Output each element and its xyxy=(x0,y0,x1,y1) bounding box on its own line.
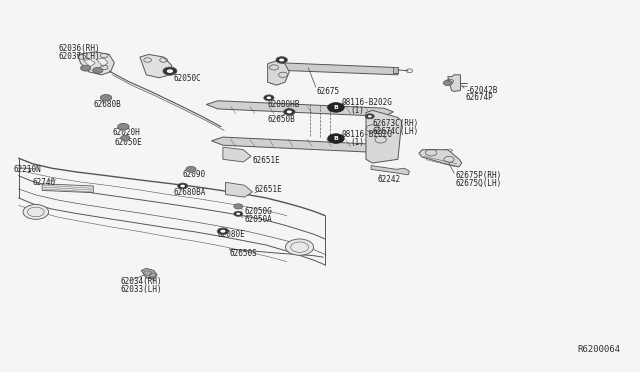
Circle shape xyxy=(234,204,243,209)
Text: 62673C(RH): 62673C(RH) xyxy=(372,119,419,128)
Circle shape xyxy=(180,185,185,187)
Text: 62210N: 62210N xyxy=(13,165,41,174)
Circle shape xyxy=(279,58,284,61)
Text: 62675P(RH): 62675P(RH) xyxy=(456,171,502,180)
Text: 62080E: 62080E xyxy=(218,230,246,240)
Circle shape xyxy=(217,228,228,235)
Text: 62675Q(LH): 62675Q(LH) xyxy=(456,179,502,187)
Polygon shape xyxy=(282,63,398,75)
Circle shape xyxy=(368,115,372,118)
Polygon shape xyxy=(84,59,95,67)
Text: 62050G: 62050G xyxy=(244,207,273,216)
Text: R6200064: R6200064 xyxy=(577,344,620,353)
Polygon shape xyxy=(140,54,172,78)
Polygon shape xyxy=(268,61,289,85)
Circle shape xyxy=(328,134,344,143)
Circle shape xyxy=(276,57,287,63)
Circle shape xyxy=(121,135,130,140)
Polygon shape xyxy=(419,150,462,167)
Text: 62034(RH): 62034(RH) xyxy=(121,277,163,286)
Circle shape xyxy=(444,80,452,86)
Text: 62740: 62740 xyxy=(33,178,56,187)
Text: 62050A: 62050A xyxy=(244,215,273,224)
Circle shape xyxy=(284,109,295,115)
Text: 62033(LH): 62033(LH) xyxy=(121,285,163,294)
Text: 62090: 62090 xyxy=(182,170,206,179)
Polygon shape xyxy=(97,58,108,67)
Circle shape xyxy=(285,239,314,255)
Circle shape xyxy=(365,114,374,119)
Circle shape xyxy=(23,205,49,219)
Polygon shape xyxy=(366,110,402,163)
Text: 62650S: 62650S xyxy=(229,249,257,258)
Polygon shape xyxy=(394,67,398,73)
Polygon shape xyxy=(206,101,394,116)
Text: (1): (1) xyxy=(351,106,365,115)
Circle shape xyxy=(93,67,103,73)
Text: 62680B: 62680B xyxy=(93,100,121,109)
Circle shape xyxy=(267,96,271,99)
Text: 62242: 62242 xyxy=(378,175,401,184)
Circle shape xyxy=(328,103,344,112)
Circle shape xyxy=(177,183,188,189)
Circle shape xyxy=(287,110,292,113)
Text: 62674P: 62674P xyxy=(466,93,493,102)
Circle shape xyxy=(81,65,91,71)
Text: B: B xyxy=(333,105,339,110)
Polygon shape xyxy=(223,147,251,162)
Text: 08116-B202G: 08116-B202G xyxy=(341,98,392,107)
Text: 62674C(LH): 62674C(LH) xyxy=(372,126,419,136)
Text: B: B xyxy=(333,136,339,141)
Polygon shape xyxy=(371,166,410,175)
Text: 62050C: 62050C xyxy=(173,74,201,83)
Text: 62036(RH): 62036(RH) xyxy=(58,44,100,53)
Circle shape xyxy=(100,94,112,101)
Text: 62050E: 62050E xyxy=(115,138,142,147)
Text: 62680BA: 62680BA xyxy=(173,188,205,197)
Text: 62651E: 62651E xyxy=(253,156,281,165)
Polygon shape xyxy=(448,75,461,92)
Text: 62650B: 62650B xyxy=(268,115,296,124)
Circle shape xyxy=(236,213,240,215)
Text: 62020H: 62020H xyxy=(113,128,140,137)
Polygon shape xyxy=(42,184,93,193)
Text: 62651E: 62651E xyxy=(255,185,283,194)
Circle shape xyxy=(220,230,225,233)
Text: 62675: 62675 xyxy=(317,87,340,96)
Polygon shape xyxy=(77,52,115,75)
Circle shape xyxy=(118,124,129,130)
Polygon shape xyxy=(279,65,283,70)
Circle shape xyxy=(234,211,243,217)
Polygon shape xyxy=(141,268,157,279)
Text: 62037(LH): 62037(LH) xyxy=(58,52,100,61)
Text: (1): (1) xyxy=(351,138,365,147)
Circle shape xyxy=(167,69,173,73)
Text: 62080HB: 62080HB xyxy=(268,100,300,109)
Polygon shape xyxy=(225,182,252,197)
Circle shape xyxy=(163,67,177,75)
Text: -62042B: -62042B xyxy=(466,86,498,95)
Polygon shape xyxy=(211,137,390,153)
Circle shape xyxy=(264,95,274,101)
Circle shape xyxy=(186,166,196,172)
Text: 08116-B202G: 08116-B202G xyxy=(341,130,392,140)
